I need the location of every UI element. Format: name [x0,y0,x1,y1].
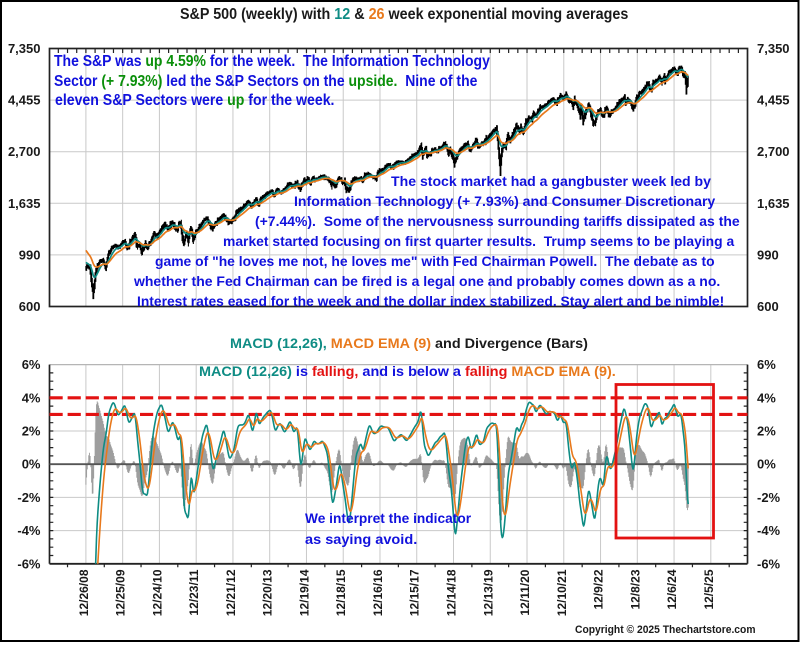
svg-text:12/9/22: 12/9/22 [592,569,606,609]
svg-text:-2%: -2% [17,490,41,505]
svg-text:600: 600 [757,299,779,314]
svg-text:0%: 0% [22,457,41,472]
svg-text:6%: 6% [757,357,776,372]
svg-text:12/6/24: 12/6/24 [665,569,679,609]
svg-text:12/15/17: 12/15/17 [408,569,422,616]
svg-text:4,455: 4,455 [757,93,790,108]
svg-text:12/8/23: 12/8/23 [628,569,642,609]
svg-text:1,635: 1,635 [8,196,41,211]
svg-text:2%: 2% [22,424,41,439]
svg-text:12/10/21: 12/10/21 [555,569,569,616]
svg-text:600: 600 [19,299,41,314]
svg-text:990: 990 [19,247,41,262]
svg-text:12/11/20: 12/11/20 [518,569,532,615]
svg-text:-4%: -4% [17,523,41,538]
svg-text:-4%: -4% [757,523,781,538]
svg-text:12/19/14: 12/19/14 [297,569,311,616]
svg-text:7,350: 7,350 [757,41,790,56]
svg-text:2,700: 2,700 [757,144,790,159]
svg-text:4,455: 4,455 [8,93,41,108]
svg-text:4%: 4% [22,390,41,405]
svg-text:4%: 4% [757,390,776,405]
svg-text:12/13/19: 12/13/19 [481,569,495,616]
svg-text:12/26/08: 12/26/08 [77,569,91,616]
svg-text:12/20/13: 12/20/13 [261,569,275,616]
svg-text:7,350: 7,350 [8,41,41,56]
svg-text:12/25/09: 12/25/09 [114,569,128,616]
svg-text:12/18/15: 12/18/15 [334,569,348,616]
svg-text:-6%: -6% [757,556,781,571]
svg-text:12/21/12: 12/21/12 [224,569,238,616]
svg-text:1,635: 1,635 [757,196,790,211]
svg-text:990: 990 [757,247,779,262]
svg-text:2%: 2% [757,424,776,439]
svg-text:12/23/11: 12/23/11 [187,569,201,615]
svg-text:2,700: 2,700 [8,144,41,159]
svg-text:-6%: -6% [17,556,41,571]
svg-text:12/5/25: 12/5/25 [702,569,716,609]
svg-text:6%: 6% [22,357,41,372]
svg-text:-2%: -2% [757,490,781,505]
svg-text:12/14/18: 12/14/18 [445,569,459,616]
svg-text:12/16/16: 12/16/16 [371,569,385,616]
svg-text:12/24/10: 12/24/10 [150,569,164,616]
svg-text:0%: 0% [757,457,776,472]
